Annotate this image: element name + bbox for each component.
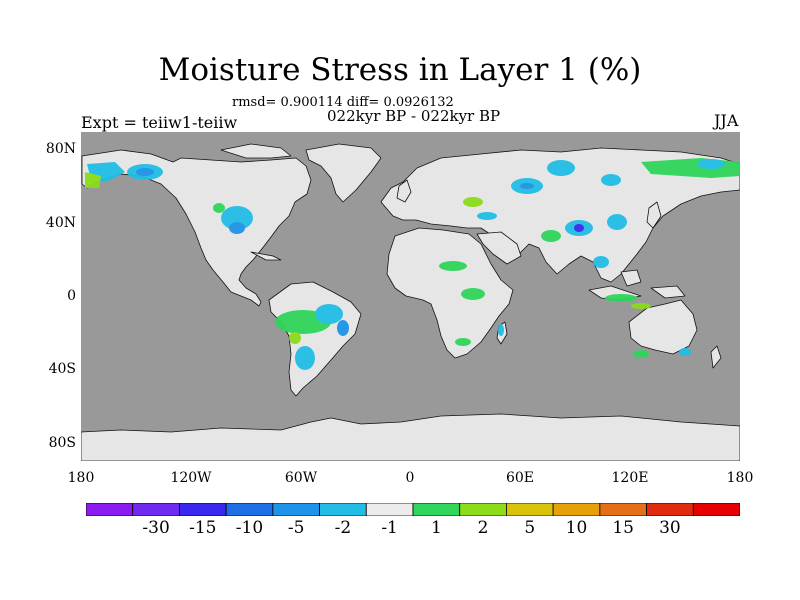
lon-tick-label: 60W	[284, 470, 318, 486]
experiment-label: Expt = teiiw1-teiiw	[81, 113, 238, 132]
colorbar-label: -30	[142, 518, 170, 538]
colorbar-label: 2	[477, 518, 489, 538]
borneo	[620, 269, 642, 287]
colorbar-label: 10	[565, 518, 588, 538]
lat-tick-label: 40S	[48, 361, 76, 377]
colorbar-swatch	[365, 503, 414, 516]
british-isles	[396, 179, 412, 203]
colorbar-swatch	[179, 503, 227, 516]
anomaly-patches	[85, 158, 740, 370]
new-guinea	[650, 285, 686, 299]
colorbar-swatch	[552, 503, 601, 516]
colorbar-swatch	[599, 503, 647, 516]
colorbar-swatch	[272, 503, 320, 516]
eurasia	[380, 147, 740, 283]
colorbar-label: -5	[287, 518, 305, 538]
colorbar-swatch	[225, 503, 274, 516]
colorbar-label: 15	[612, 518, 635, 538]
colorbar-swatch	[692, 503, 740, 516]
lon-tick-label: 180	[67, 470, 95, 486]
colorbar-swatch	[459, 503, 507, 516]
world-map	[81, 132, 740, 461]
lat-tick-label: 80S	[48, 435, 76, 451]
greenland	[305, 143, 382, 203]
lon-tick-label: 60E	[505, 470, 535, 486]
colorbar-swatch	[506, 503, 554, 516]
lon-tick-label: 0	[405, 470, 415, 486]
lon-tick-label: 180	[726, 470, 754, 486]
colorbar-swatch	[86, 503, 134, 516]
lat-tick-label: 80N	[45, 141, 76, 157]
colorbar-swatch	[319, 503, 367, 516]
lon-tick-label: 120E	[611, 470, 649, 486]
colorbar-label: 30	[659, 518, 681, 538]
colorbar-label: 5	[524, 518, 536, 538]
africa	[386, 227, 514, 359]
colorbar-swatch	[132, 503, 180, 516]
colorbar-label: -1	[381, 518, 398, 538]
colorbar-label: -2	[334, 518, 352, 538]
arctic-islands	[220, 143, 292, 159]
season-label: JJA	[714, 111, 739, 130]
stats-subtitle: rmsd= 0.900114 diff= 0.0926132	[232, 95, 454, 110]
caribbean	[250, 251, 282, 261]
colorbar	[86, 503, 740, 516]
lat-tick-label: 0	[67, 288, 76, 304]
colorbar-swatch	[646, 503, 694, 516]
lat-tick-label: 40N	[45, 215, 76, 231]
colorbar-label: -15	[189, 518, 217, 538]
new-zealand	[710, 345, 722, 369]
north-america	[81, 149, 312, 307]
period-subtitle: 022kyr BP - 022kyr BP	[327, 107, 501, 125]
lon-tick-label: 120W	[170, 470, 212, 486]
colorbar-label: -10	[235, 518, 264, 538]
colorbar-label: 1	[430, 518, 442, 538]
colorbar-swatch	[412, 503, 461, 516]
antarctica	[81, 413, 740, 461]
japan	[646, 201, 662, 229]
australia	[628, 299, 698, 355]
arabia	[476, 231, 522, 265]
plot-title: Moisture Stress in Layer 1 (%)	[158, 52, 642, 88]
